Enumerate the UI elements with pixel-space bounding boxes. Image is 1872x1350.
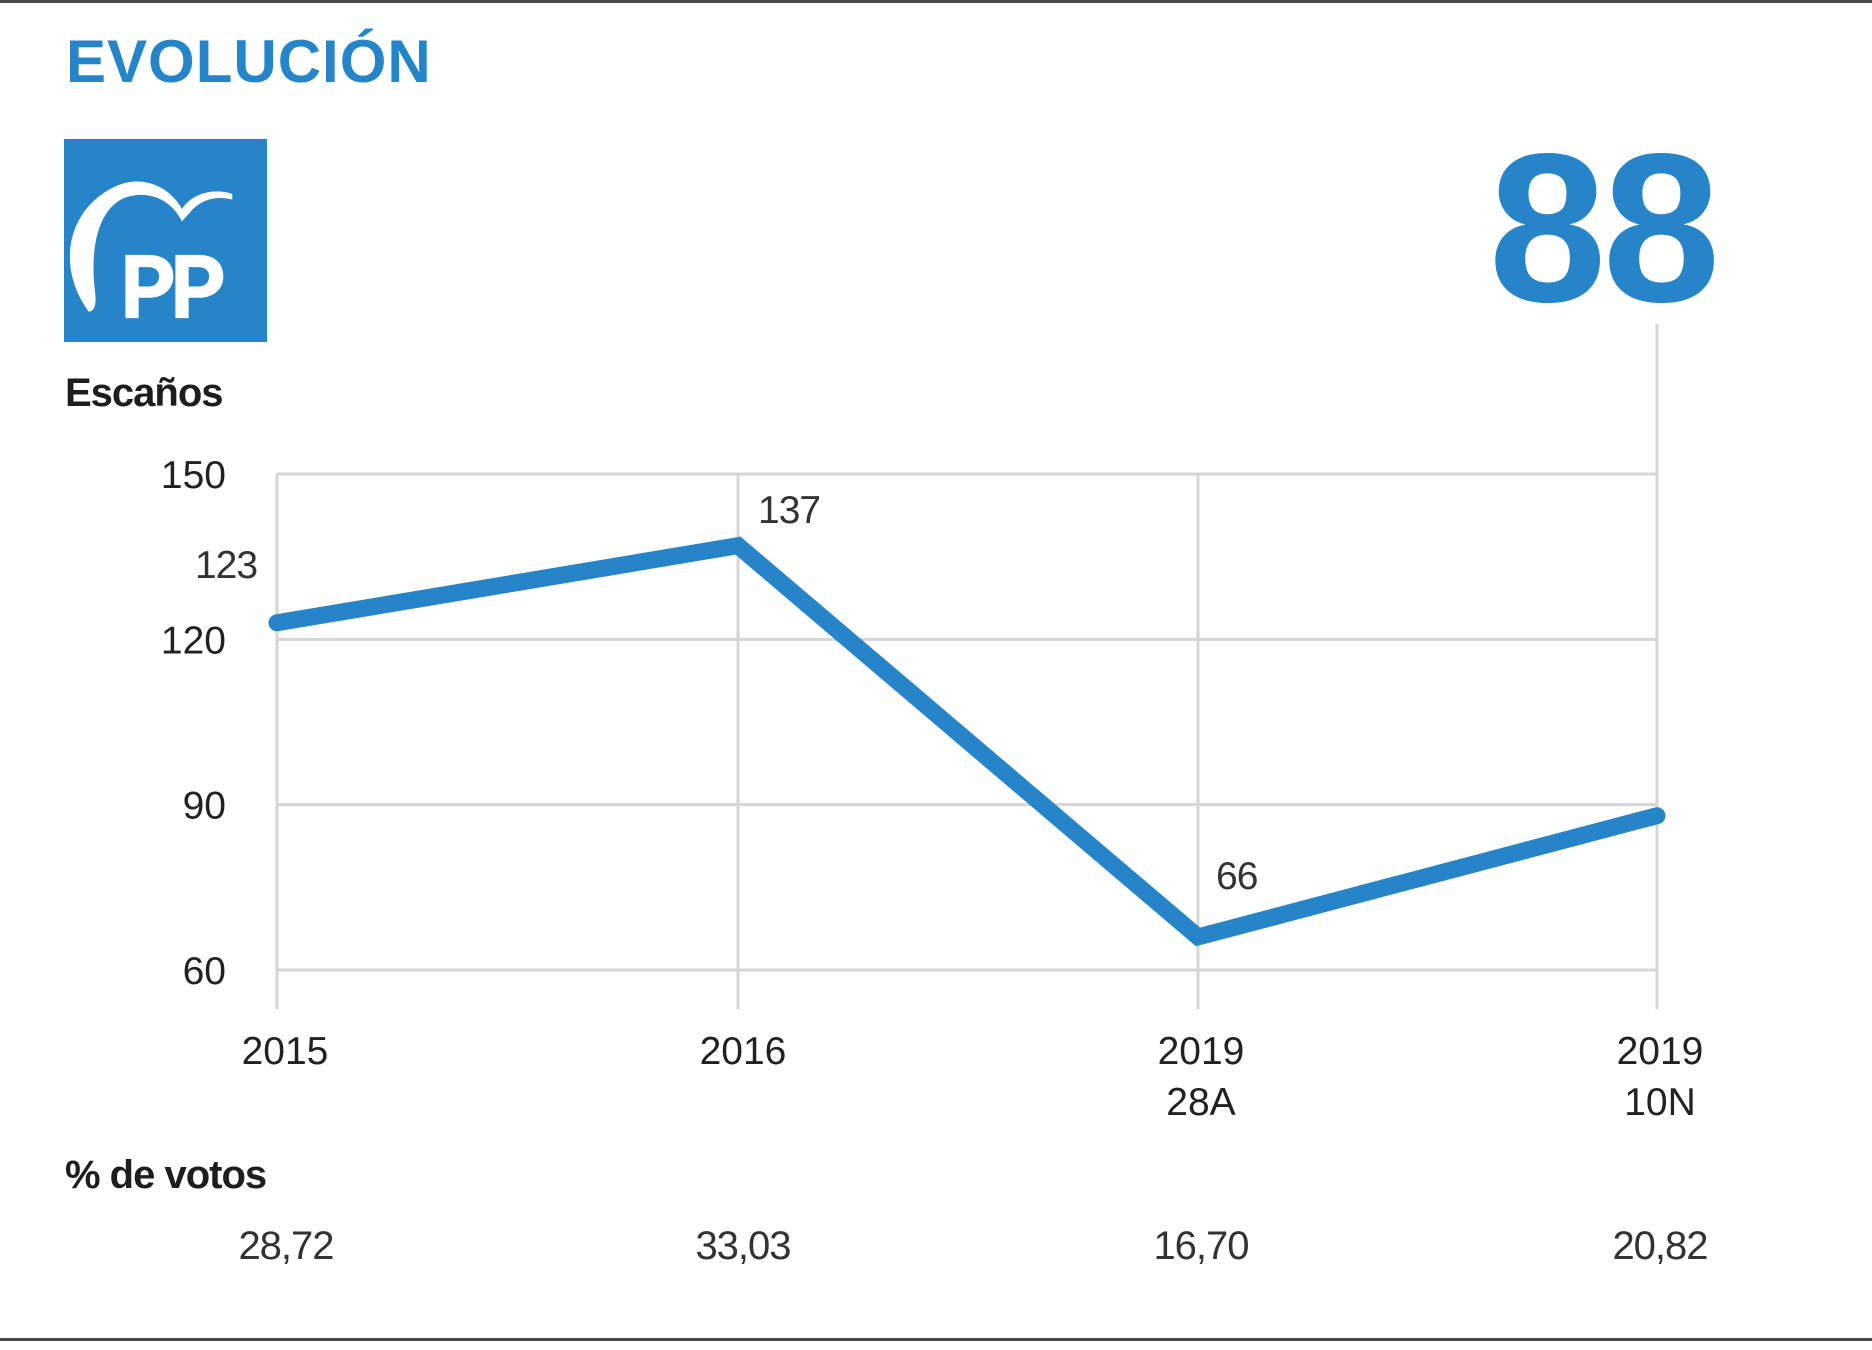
x-tick-label: 2016 — [700, 1030, 787, 1073]
y-tick-label: 90 — [183, 785, 226, 828]
vote-share-value: 28,72 — [238, 1224, 333, 1268]
x-tick-label: 2019 — [1617, 1030, 1704, 1073]
vote-share-values: 28,72 33,03 16,70 20,82 — [238, 1224, 1708, 1268]
vote-share-value: 16,70 — [1153, 1224, 1248, 1268]
series-line-escanos — [268, 536, 1666, 947]
data-labels: 123 137 66 — [195, 489, 1258, 898]
current-seats-value: 88 — [1488, 109, 1721, 346]
vote-share-value: 20,82 — [1612, 1224, 1707, 1268]
data-label: 123 — [195, 544, 257, 587]
vote-share-value: 33,03 — [695, 1224, 790, 1268]
y-axis-ticks: 150 120 90 60 — [161, 454, 226, 993]
seats-axis-title: Escaños — [65, 371, 224, 415]
x-axis-labels: 2015 2016 2019 28A 2019 10N — [242, 1030, 1704, 1124]
x-tick-sublabel: 10N — [1624, 1081, 1696, 1124]
bottom-rule — [0, 1338, 1872, 1341]
y-tick-label: 150 — [161, 454, 226, 497]
x-tick-label: 2015 — [242, 1030, 329, 1073]
data-label: 66 — [1216, 855, 1257, 898]
x-tick-sublabel: 28A — [1166, 1081, 1235, 1124]
y-tick-label: 120 — [161, 619, 226, 662]
y-tick-label: 60 — [183, 950, 226, 993]
page-title: EVOLUCIÓN — [66, 28, 432, 95]
pp-logo-icon — [64, 139, 267, 342]
votes-section-title: % de votos — [65, 1153, 267, 1197]
top-rule — [0, 0, 1872, 3]
x-tick-label: 2019 — [1158, 1030, 1245, 1073]
data-label: 137 — [758, 489, 820, 532]
chart-grid — [275, 472, 1659, 1009]
